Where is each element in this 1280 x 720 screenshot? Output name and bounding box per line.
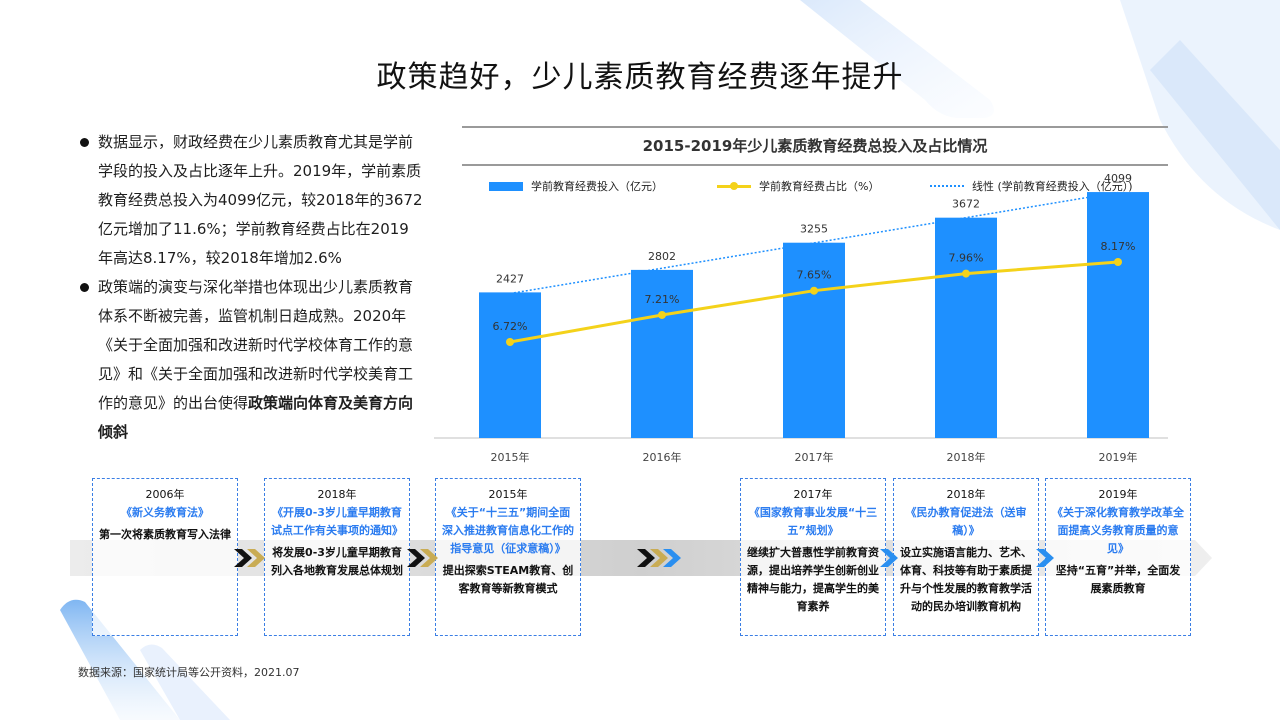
timeline-card: 2017年《国家教育事业发展“十三五”规划》继续扩大普惠性学前教育资源，提出培养…: [740, 478, 886, 636]
bar: [631, 269, 693, 438]
percent-point: [962, 269, 970, 278]
bar: [935, 217, 997, 438]
chart: 2015-2019年少儿素质教育经费总投入及占比情况 学前教育经费投入（亿元） …: [432, 126, 1200, 471]
timeline-year: 2006年: [145, 488, 185, 501]
timeline-year: 2017年: [793, 488, 833, 501]
timeline-year: 2019年: [1098, 488, 1138, 501]
bar-data-label: 4099: [1104, 172, 1132, 185]
bar-data-label: 2427: [496, 272, 524, 285]
bullet-dot-icon: [80, 283, 89, 292]
x-tick-label: 2017年: [795, 450, 834, 464]
percent-point: [1114, 258, 1122, 266]
timeline-arrow-icon: [637, 549, 681, 567]
legend-label: 学前教育经费占比（%）: [759, 180, 880, 193]
timeline-card: 2018年《民办教育促进法（送审稿）》设立实施语言能力、艺术、体育、科技等有助于…: [893, 478, 1039, 636]
timeline-document: 《关于深化教育教学改革全面提高义务教育质量的意见》: [1052, 506, 1184, 555]
bullet-text: 政策端的演变与深化举措也体现出少儿素质教育体系不断被完善，监管机制日趋成熟。20…: [98, 278, 414, 412]
percent-point: [506, 338, 514, 346]
timeline-description: 将发展0-3岁儿童早期教育列入各地教育发展总体规划: [271, 546, 403, 577]
bullet-bold-text: 政策端向体育及美育方向倾斜: [98, 394, 414, 441]
x-tick-label: 2015年: [491, 450, 530, 464]
percent-data-label: 7.21%: [645, 293, 680, 306]
timeline-document: 《关于“十三五”期间全面深入推进教育信息化工作的指导意见（征求意稿）》: [442, 506, 574, 555]
timeline-description: 提出探索STEAM教育、创客教育等新教育模式: [442, 564, 574, 595]
timeline-year: 2015年: [488, 488, 528, 501]
bar: [1087, 192, 1149, 438]
legend-label: 线性 (学前教育经费投入（亿元）): [972, 180, 1133, 193]
percent-data-label: 7.65%: [797, 269, 832, 282]
bullet-item: 政策端的演变与深化举措也体现出少儿素质教育体系不断被完善，监管机制日趋成熟。20…: [78, 273, 423, 447]
timeline-year: 2018年: [946, 488, 986, 501]
bullet-item: 数据显示，财政经费在少儿素质教育尤其是学前学段的投入及占比逐年上升。2019年，…: [78, 128, 423, 273]
bar: [479, 292, 541, 438]
legend-line-swatch-icon: [717, 181, 751, 190]
legend-label: 学前教育经费投入（亿元）: [531, 180, 663, 193]
trendline: [509, 191, 1119, 295]
timeline-card: 2015年《关于“十三五”期间全面深入推进教育信息化工作的指导意见（征求意稿）》…: [435, 478, 581, 636]
timeline-document: 《国家教育事业发展“十三五”规划》: [748, 506, 878, 537]
legend-item-bar: 学前教育经费投入（亿元）: [489, 178, 663, 194]
data-source: 数据来源：国家统计局等公开资料，2021.07: [78, 666, 300, 679]
timeline-arrow-icon: [407, 549, 438, 567]
bullet-text: 数据显示，财政经费在少儿素质教育尤其是学前学段的投入及占比逐年上升。2019年，…: [98, 133, 423, 267]
chart-title: 2015-2019年少儿素质教育经费总投入及占比情况: [462, 126, 1168, 166]
timeline-description: 设立实施语言能力、艺术、体育、科技等有助于素质提升与个性发展的教育教学活动的民办…: [900, 546, 1032, 613]
legend-bar-swatch-icon: [489, 181, 523, 191]
percent-data-label: 6.72%: [493, 320, 528, 333]
x-tick-label: 2016年: [643, 450, 682, 464]
percent-data-label: 7.96%: [949, 252, 984, 265]
timeline-card: 2018年《开展0-3岁儿童早期教育试点工作有关事项的通知》 将发展0-3岁儿童早…: [264, 478, 410, 636]
bullet-dot-icon: [80, 138, 89, 147]
timeline-document: 《新义务教育法》: [121, 506, 209, 519]
timeline-description: 第一次将素质教育写入法律: [99, 528, 231, 541]
bar-data-label: 2802: [648, 250, 676, 263]
x-tick-label: 2018年: [947, 450, 986, 464]
percent-data-label: 8.17%: [1101, 240, 1136, 253]
legend-trend-swatch-icon: [930, 185, 964, 187]
timeline-arrow-icon: [1036, 549, 1054, 567]
page-title: 政策趋好，少儿素质教育经费逐年提升: [376, 60, 904, 95]
timeline-year: 2018年: [317, 488, 357, 501]
chart-plot: 2427 2015年 2802 2016年 3255 2017年 3672 2018年 4099…: [434, 172, 1168, 464]
bar-data-label: 3672: [952, 198, 980, 211]
percent-point: [658, 310, 666, 319]
timeline-document: 《开展0-3岁儿童早期教育试点工作有关事项的通知》: [271, 506, 403, 537]
x-tick-label: 2019年: [1099, 450, 1138, 464]
bullet-list: 数据显示，财政经费在少儿素质教育尤其是学前学段的投入及占比逐年上升。2019年，…: [78, 128, 423, 447]
timeline-card: 2006年《新义务教育法》第一次将素质教育写入法律: [92, 478, 238, 636]
legend-item-line: 学前教育经费占比（%）: [717, 178, 879, 194]
timeline-arrow-icon: [880, 549, 898, 567]
timeline-card: 2019年《关于深化教育教学改革全面提高义务教育质量的意见》坚持“五育”并举，全…: [1045, 478, 1191, 636]
bar-data-label: 3255: [800, 223, 828, 236]
timeline-arrow-icon: [234, 549, 265, 567]
timeline-description: 继续扩大普惠性学前教育资源，提出培养学生创新创业精神与能力，提高学生的美育素养: [747, 546, 879, 613]
timeline-document: 《民办教育促进法（送审稿）》: [905, 506, 1027, 537]
legend-item-trend: 线性 (学前教育经费投入（亿元）): [930, 178, 1133, 194]
bar: [783, 242, 845, 438]
percent-point: [810, 286, 818, 295]
timeline-description: 坚持“五育”并举，全面发展素质教育: [1055, 564, 1181, 595]
